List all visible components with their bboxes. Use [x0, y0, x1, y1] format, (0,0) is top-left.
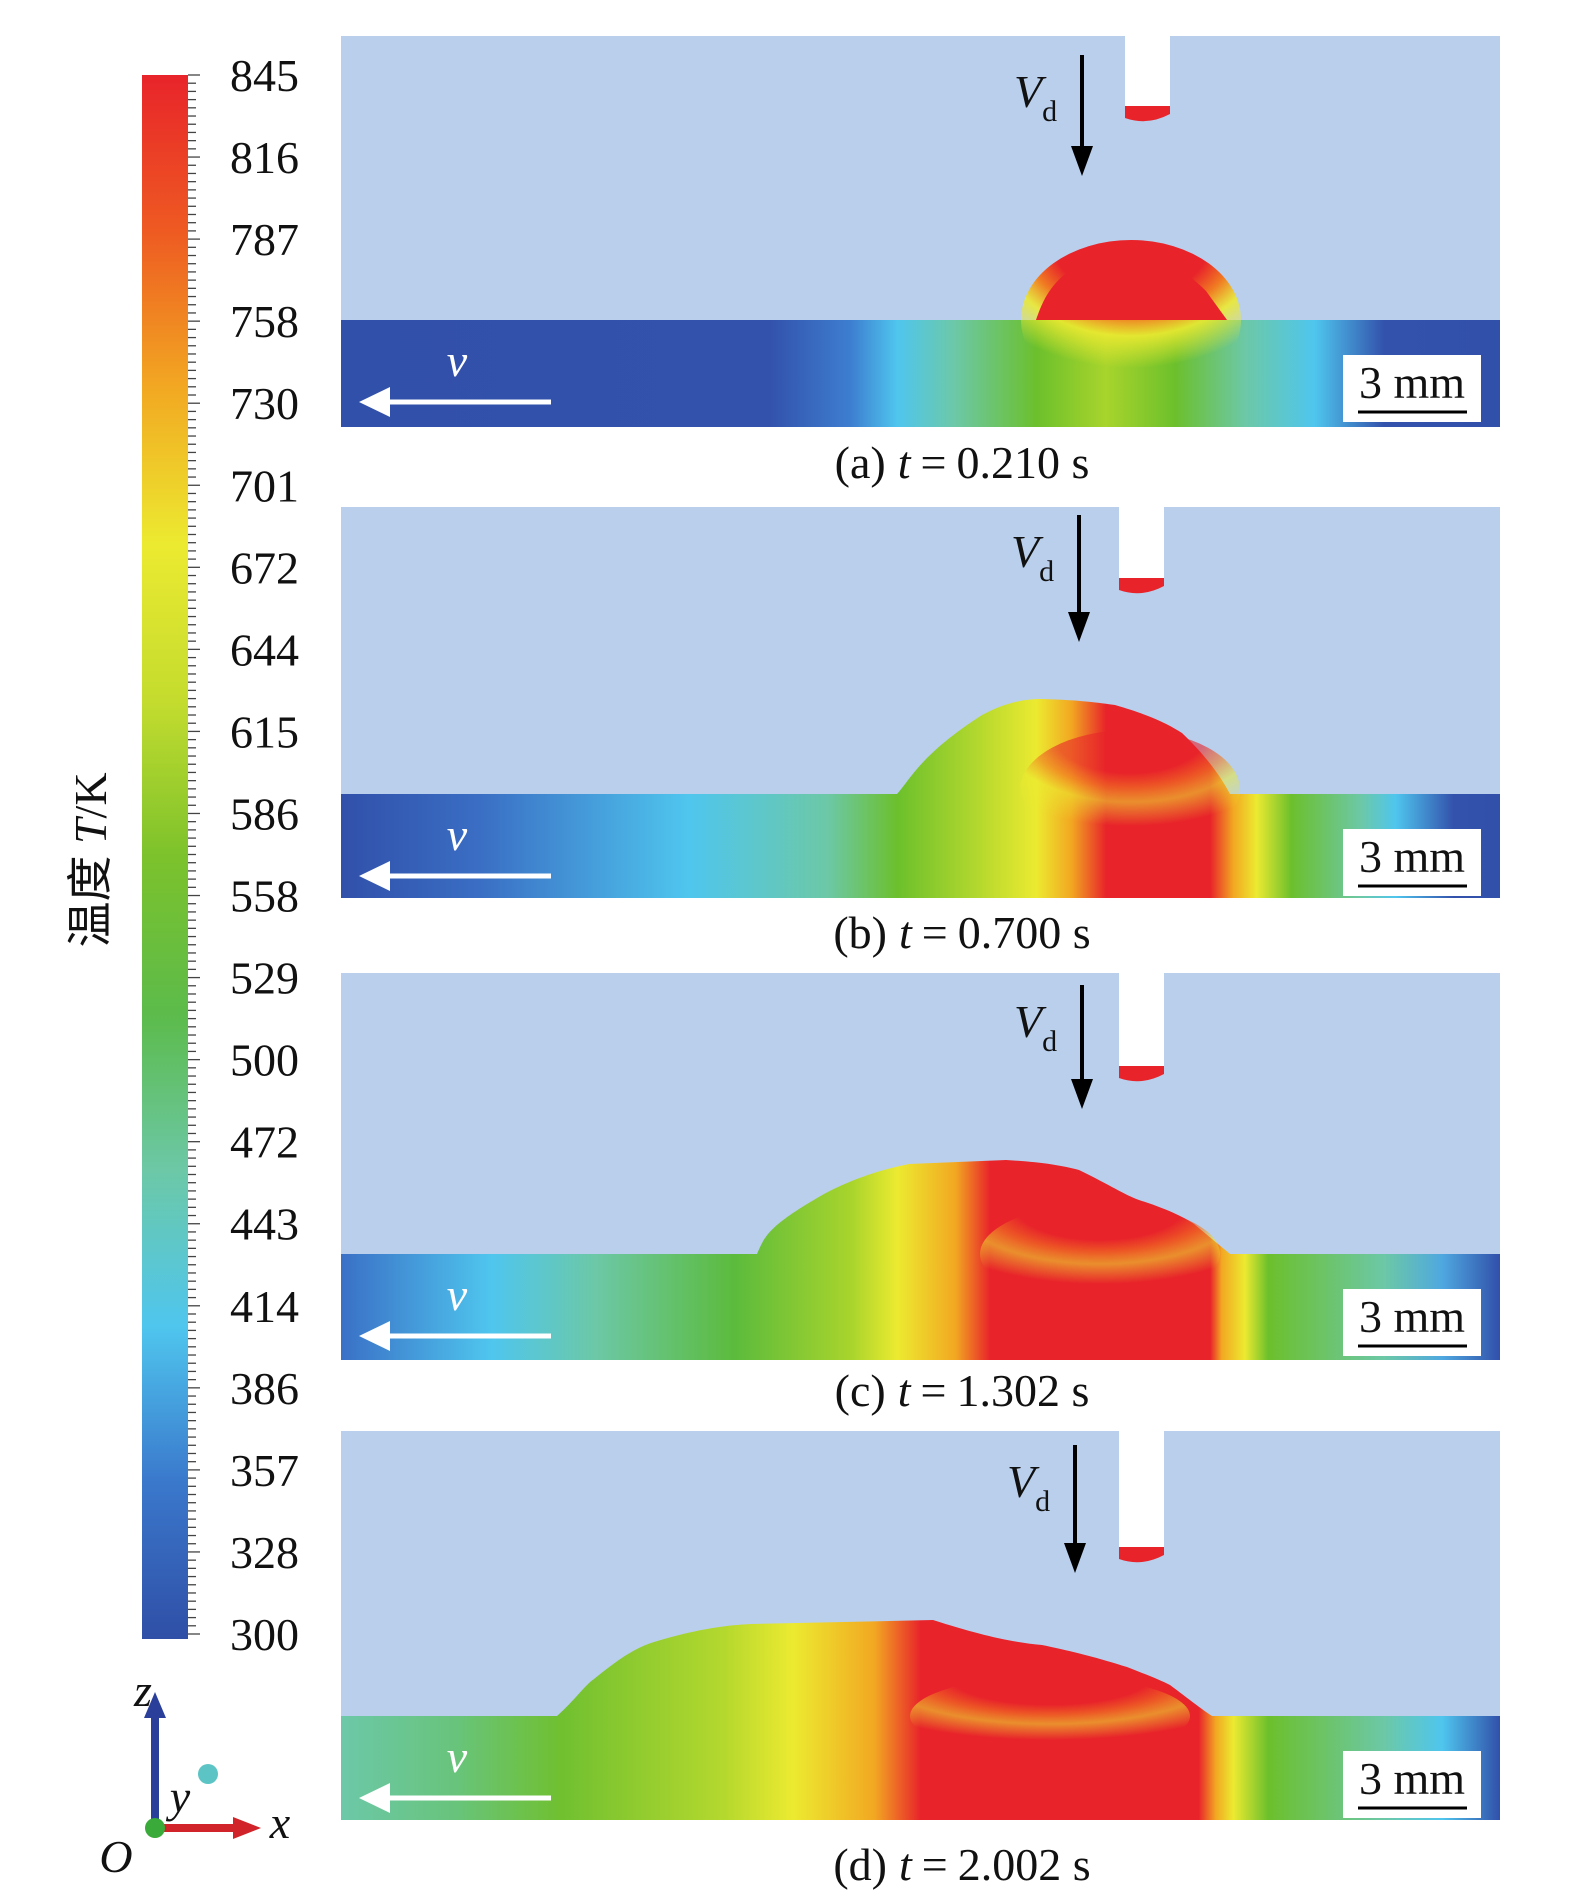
z-arrowhead [144, 1692, 166, 1718]
x-label: x [269, 1797, 291, 1848]
colorbar-ticks [188, 74, 200, 1635]
panel-b: Vd v 3 mm (b) t = 0.700 s [341, 507, 1500, 958]
colorbar-tick-label: 357 [230, 1445, 299, 1496]
nozzle [1119, 973, 1164, 1068]
panel-caption: (b) t = 0.700 s [833, 907, 1090, 958]
substrate-velocity-label: v [447, 1269, 468, 1320]
colorbar-tick-labels: 845 816 787 758 730 701 672 644 615 586 558 529 500 4… [230, 50, 299, 1660]
scale-bar-label: 3 mm [1359, 831, 1465, 882]
x-arrowhead [233, 1817, 261, 1839]
panel-caption: (c) t = 1.302 s [835, 1365, 1090, 1416]
colorbar-tick-label: 472 [230, 1117, 299, 1168]
colorbar-tick-label: 845 [230, 50, 299, 101]
colorbar-tick-label: 758 [230, 296, 299, 347]
arrowhead [359, 1321, 390, 1351]
arrowhead [359, 1783, 390, 1813]
panel-caption: (a) t = 0.210 s [835, 437, 1090, 488]
nozzle-droplet [1125, 106, 1170, 122]
origin-label: O [99, 1831, 132, 1882]
arrowhead [1064, 1543, 1086, 1573]
colorbar-tick-label: 300 [230, 1609, 299, 1660]
hot-zone [980, 1204, 1220, 1304]
nozzle [1119, 507, 1164, 580]
colorbar-tick-label: 328 [230, 1527, 299, 1578]
hot-zone [1020, 730, 1240, 850]
gas-region [341, 36, 1500, 320]
arrowhead [1071, 1079, 1093, 1109]
colorbar: 845 816 787 758 730 701 672 644 615 586 558 529 500 4… [65, 50, 299, 1660]
colorbar-tick-label: 644 [230, 624, 299, 675]
substrate-velocity-label: v [447, 809, 468, 860]
nozzle [1119, 1431, 1164, 1549]
colorbar-tick-label: 529 [230, 953, 299, 1004]
colorbar-tick-label: 586 [230, 788, 299, 839]
deposition-velocity-label: Vd [1011, 526, 1054, 588]
arrowhead [1071, 146, 1093, 176]
deposition-velocity-label: Vd [1014, 66, 1057, 128]
colorbar-tick-label: 615 [230, 706, 299, 757]
colorbar-tick-label: 672 [230, 542, 299, 593]
panel-c: Vd v 3 mm (c) t = 1.302 s [341, 973, 1500, 1416]
scale-bar-label: 3 mm [1359, 1753, 1465, 1804]
colorbar-tick-label: 816 [230, 132, 299, 183]
substrate [341, 1254, 1500, 1360]
hot-zone [910, 1676, 1190, 1756]
arrowhead [359, 387, 390, 417]
colorbar-tick-label: 500 [230, 1035, 299, 1086]
y-label: y [166, 1771, 191, 1822]
substrate [341, 1716, 1500, 1820]
nozzle [1125, 36, 1170, 108]
axes-triad: z y x O [99, 1665, 290, 1882]
scale-bar-label: 3 mm [1359, 1291, 1465, 1342]
y-axis-dot [198, 1764, 218, 1784]
z-label: z [133, 1665, 152, 1716]
nozzle-droplet [1119, 1066, 1164, 1082]
colorbar-tick-label: 701 [230, 460, 299, 511]
colorbar-gradient [142, 75, 188, 1639]
colorbar-tick-label: 787 [230, 214, 299, 265]
colorbar-tick-label: 443 [230, 1199, 299, 1250]
colorbar-tick-label: 414 [230, 1281, 299, 1332]
deposit-core [1036, 251, 1227, 320]
origin-dot [145, 1818, 165, 1838]
panel-a: Vd v 3 mm (a) t = 0.210 s [341, 36, 1500, 488]
substrate-velocity-label: v [447, 335, 468, 386]
nozzle-droplet [1119, 578, 1164, 594]
nozzle-droplet [1119, 1547, 1164, 1563]
substrate [341, 794, 1500, 898]
colorbar-tick-label: 558 [230, 871, 299, 922]
arrowhead [359, 861, 390, 891]
arrowhead [1068, 612, 1090, 642]
deposition-velocity-label: Vd [1014, 996, 1057, 1058]
colorbar-title: 温度 T/K [65, 772, 116, 947]
substrate-velocity-label: v [447, 1731, 468, 1782]
deposition-velocity-label: Vd [1007, 1456, 1050, 1518]
colorbar-tick-label: 730 [230, 378, 299, 429]
panel-d: Vd v 3 mm (d) t = 2.002 s [341, 1431, 1500, 1890]
gas-region [341, 507, 1500, 794]
panel-caption: (d) t = 2.002 s [833, 1839, 1090, 1890]
scale-bar-label: 3 mm [1359, 357, 1465, 408]
colorbar-tick-label: 386 [230, 1363, 299, 1414]
substrate [341, 320, 1500, 427]
